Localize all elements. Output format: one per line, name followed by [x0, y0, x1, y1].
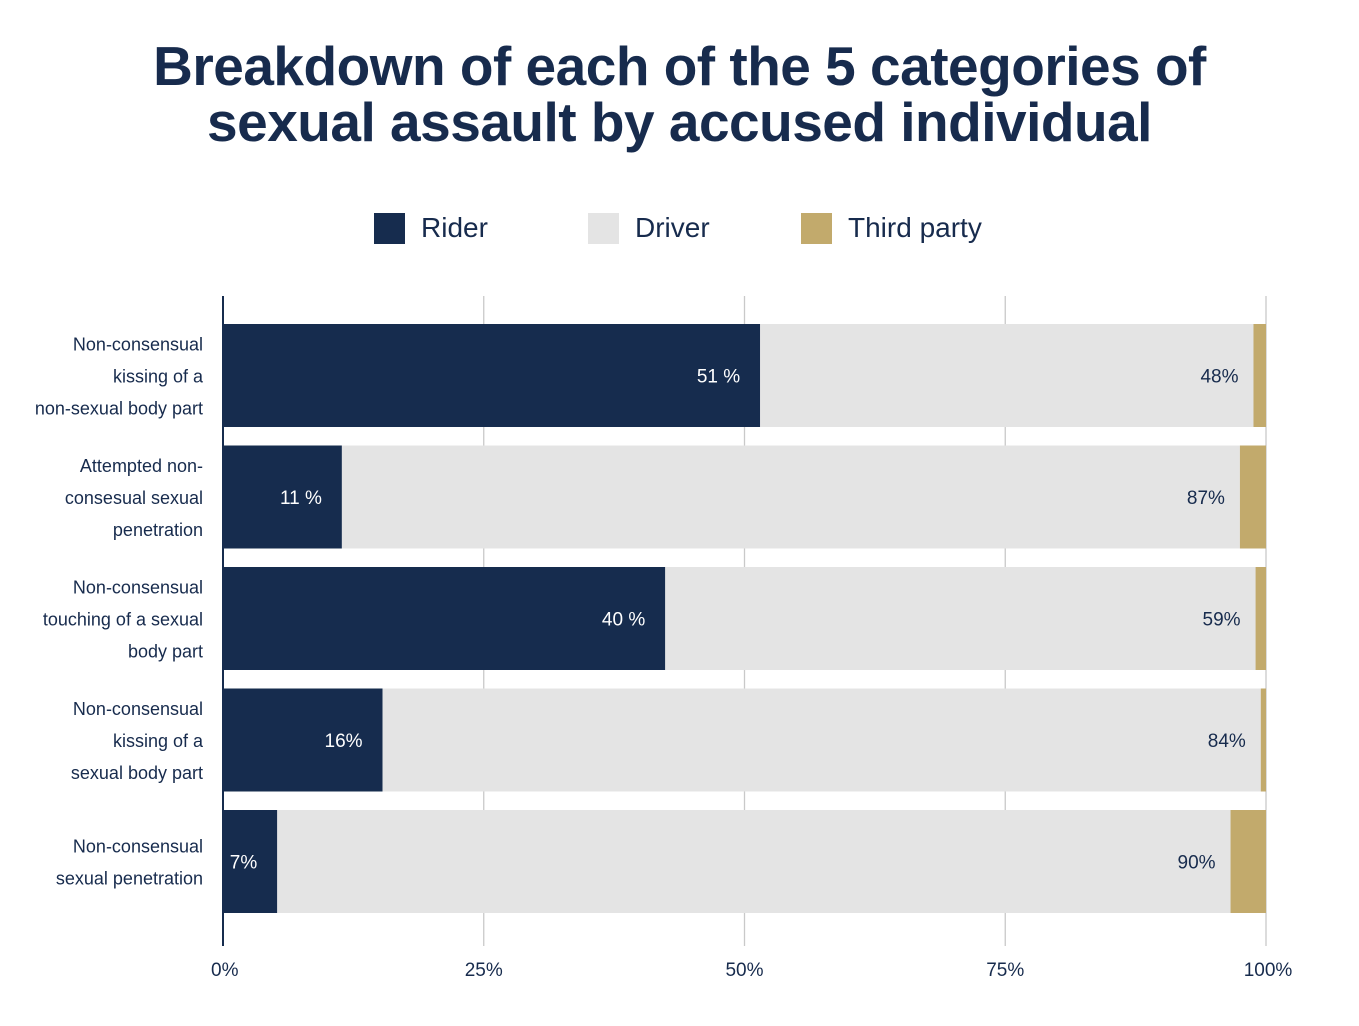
category-label-1-line-3: non-sexual body part	[35, 399, 203, 419]
data-label-driver-3: 59%	[1203, 610, 1241, 631]
x-tick-label-0: 0%	[211, 960, 239, 981]
x-tick-label-50: 50%	[725, 960, 763, 981]
category-label-2-line-2: consesual sexual	[65, 488, 203, 508]
legend-swatch-third-party	[801, 212, 832, 244]
x-tick-label-25: 25%	[465, 960, 503, 981]
category-label-2-line-1: Attempted non-	[80, 456, 203, 476]
data-label-rider-2: 11 %	[280, 488, 322, 509]
legend-swatch-driver	[588, 212, 619, 244]
chart-title-line-2: sexual assault by accused individual	[207, 91, 1152, 153]
x-tick-label-75: 75%	[986, 960, 1024, 981]
legend-swatch-rider	[374, 212, 405, 244]
data-label-driver-1: 48%	[1200, 367, 1238, 388]
bar-driver-2	[341, 445, 1240, 549]
bar-third-party-4	[1260, 688, 1266, 792]
category-label-3-line-3: body part	[128, 642, 203, 662]
category-label-4-line-1: Non-consensual	[73, 699, 203, 719]
category-label-5-line-1: Non-consensual	[73, 837, 203, 857]
data-label-driver-5: 90%	[1178, 853, 1216, 874]
x-tick-label-100: 100%	[1244, 960, 1293, 981]
bar-driver-3	[665, 567, 1256, 670]
category-label-1-line-1: Non-consensual	[73, 335, 203, 355]
category-label-4-line-2: kissing of a	[113, 731, 204, 751]
chart-legend: Rider Driver Third party	[0, 210, 1359, 246]
bar-third-party-5	[1230, 810, 1266, 913]
bar-rider-5	[223, 810, 278, 913]
bar-rider-3	[223, 567, 666, 670]
legend-label-third-party: Third party	[848, 212, 982, 243]
legend-label-rider: Rider	[421, 212, 488, 243]
bar-third-party-2	[1239, 445, 1266, 549]
bar-third-party-3	[1255, 567, 1266, 670]
legend-item-driver: Driver	[588, 210, 710, 246]
bar-driver-1	[760, 324, 1254, 427]
category-label-2-line-3: penetration	[113, 520, 203, 540]
category-label-5-line-2: sexual penetration	[56, 869, 203, 889]
bar-driver-5	[277, 810, 1231, 913]
bar-rider-1	[223, 324, 761, 427]
bar-driver-4	[382, 688, 1261, 792]
category-label-3-line-2: touching of a sexual	[43, 610, 203, 630]
bar-rider-4	[223, 688, 383, 792]
chart-title-line-1: Breakdown of each of the 5 categories of	[153, 35, 1206, 97]
data-label-driver-4: 84%	[1208, 731, 1246, 752]
data-label-rider-4: 16%	[325, 731, 363, 752]
category-label-1-line-2: kissing of a	[113, 367, 204, 387]
data-label-rider-5: 7%	[230, 853, 258, 874]
category-label-3-line-1: Non-consensual	[73, 578, 203, 598]
bar-rider-2	[223, 445, 342, 549]
legend-item-third-party: Third party	[801, 210, 982, 246]
legend-label-driver: Driver	[635, 212, 710, 243]
legend-item-rider: Rider	[374, 210, 488, 246]
data-label-rider-1: 51 %	[697, 367, 740, 388]
category-label-4-line-3: sexual body part	[71, 763, 203, 783]
data-label-driver-2: 87%	[1187, 488, 1225, 509]
bar-third-party-1	[1253, 324, 1266, 427]
chart-title: Breakdown of each of the 5 categories of…	[0, 38, 1359, 150]
data-label-rider-3: 40 %	[602, 610, 645, 631]
